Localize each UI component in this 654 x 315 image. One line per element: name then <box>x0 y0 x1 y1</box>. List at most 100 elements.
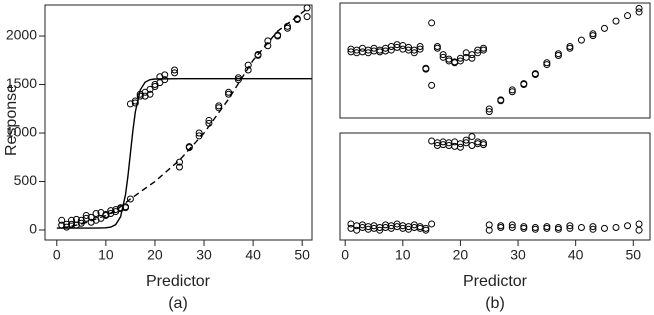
point <box>635 220 643 228</box>
point <box>462 139 470 147</box>
plot-frame <box>339 132 651 241</box>
point <box>274 31 282 39</box>
point <box>303 13 311 21</box>
point <box>520 223 528 231</box>
point <box>131 97 139 105</box>
point <box>566 44 574 52</box>
y-tick-label: 2000 <box>6 27 37 43</box>
curve <box>61 8 308 229</box>
point <box>387 42 395 50</box>
point <box>497 97 505 105</box>
x-tick-label: 0 <box>53 247 61 263</box>
x-tick-label: 40 <box>568 247 584 263</box>
point <box>151 82 159 90</box>
point <box>387 46 395 54</box>
plot-frame <box>339 2 651 119</box>
point <box>508 224 516 232</box>
x-tick-label: 10 <box>395 247 411 263</box>
point <box>543 224 551 232</box>
y-tick-label: 0 <box>29 221 37 237</box>
point <box>543 59 551 67</box>
point <box>485 221 493 229</box>
point <box>589 32 597 40</box>
point <box>635 8 643 16</box>
point <box>358 48 366 56</box>
point <box>566 222 574 230</box>
point <box>462 53 470 61</box>
point <box>428 81 436 89</box>
point <box>600 224 608 232</box>
point <box>456 57 464 65</box>
point <box>554 225 562 233</box>
plot-frame <box>44 4 313 241</box>
point <box>485 226 493 234</box>
point <box>347 224 355 232</box>
point <box>376 226 384 234</box>
x-tick-label: 20 <box>453 247 469 263</box>
point <box>234 74 242 82</box>
x-axis-label: Predictor <box>463 273 528 290</box>
point <box>264 42 272 50</box>
point <box>543 61 551 69</box>
point <box>102 210 110 218</box>
point <box>131 99 139 107</box>
point <box>433 44 441 52</box>
point <box>474 49 482 57</box>
point <box>68 220 76 228</box>
point <box>508 88 516 96</box>
point <box>508 86 516 94</box>
point <box>195 132 203 140</box>
point <box>428 220 436 228</box>
point <box>635 226 643 234</box>
point <box>58 216 66 224</box>
point <box>589 223 597 231</box>
point <box>456 143 464 151</box>
point <box>68 216 76 224</box>
point <box>171 66 179 74</box>
point <box>353 226 361 234</box>
x-tick-label: 40 <box>245 247 261 263</box>
point <box>485 108 493 116</box>
point <box>468 54 476 62</box>
point <box>416 45 424 53</box>
point <box>161 76 169 84</box>
point <box>126 195 134 203</box>
point <box>468 133 476 141</box>
point <box>531 71 539 79</box>
point <box>77 219 85 227</box>
point <box>185 143 193 151</box>
x-tick-label: 30 <box>196 247 212 263</box>
point <box>117 204 125 212</box>
point <box>234 76 242 84</box>
point <box>146 90 154 98</box>
point <box>433 42 441 50</box>
point <box>171 69 179 77</box>
point <box>82 214 90 222</box>
point <box>244 66 252 74</box>
y-axis-label: Response <box>3 84 20 156</box>
point <box>215 104 223 112</box>
point <box>175 158 183 166</box>
point <box>244 61 252 69</box>
curve <box>56 78 312 229</box>
point <box>531 225 539 233</box>
point <box>624 222 632 230</box>
x-tick-label: 10 <box>98 247 114 263</box>
point <box>92 210 100 218</box>
point <box>479 141 487 149</box>
point <box>303 4 311 12</box>
point <box>175 163 183 171</box>
point <box>479 46 487 54</box>
point <box>225 88 233 96</box>
point <box>600 24 608 32</box>
point <box>635 4 643 12</box>
y-tick-label: 1000 <box>6 124 37 140</box>
caption: (b) <box>485 295 505 312</box>
point <box>205 116 213 124</box>
point <box>428 19 436 27</box>
x-tick-label: 50 <box>294 247 310 263</box>
y-tick-label: 500 <box>14 172 38 188</box>
point <box>225 90 233 98</box>
point <box>577 36 585 44</box>
